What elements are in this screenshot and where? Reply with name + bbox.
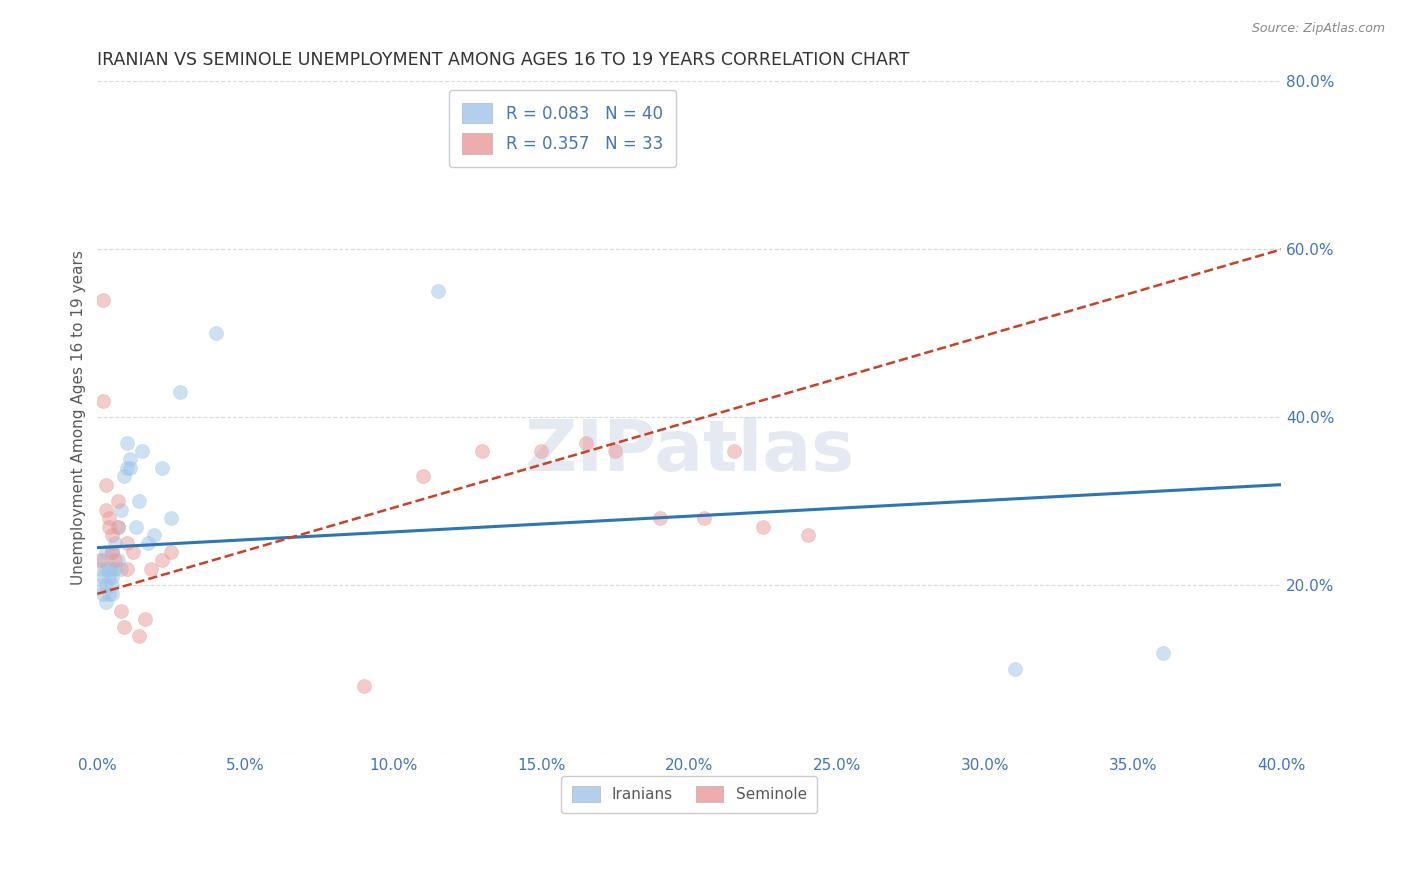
Point bbox=[128, 494, 150, 508]
Point bbox=[160, 511, 183, 525]
Point bbox=[96, 595, 118, 609]
Point bbox=[115, 562, 138, 576]
Point bbox=[605, 444, 627, 458]
Point bbox=[110, 604, 132, 618]
Point bbox=[723, 444, 745, 458]
Point bbox=[107, 553, 129, 567]
Point bbox=[530, 444, 553, 458]
Point bbox=[122, 545, 145, 559]
Point bbox=[107, 519, 129, 533]
Point bbox=[91, 293, 114, 307]
Point bbox=[104, 553, 127, 567]
Point bbox=[412, 469, 434, 483]
Point bbox=[101, 570, 124, 584]
Point bbox=[752, 519, 775, 533]
Point bbox=[160, 545, 183, 559]
Point bbox=[101, 528, 124, 542]
Point bbox=[426, 285, 449, 299]
Point bbox=[101, 562, 124, 576]
Point bbox=[96, 562, 118, 576]
Point bbox=[107, 494, 129, 508]
Point bbox=[101, 587, 124, 601]
Point bbox=[91, 587, 114, 601]
Text: Source: ZipAtlas.com: Source: ZipAtlas.com bbox=[1251, 22, 1385, 36]
Point bbox=[101, 578, 124, 592]
Point bbox=[115, 435, 138, 450]
Point bbox=[115, 536, 138, 550]
Point bbox=[128, 629, 150, 643]
Point bbox=[96, 503, 118, 517]
Point bbox=[471, 444, 494, 458]
Point bbox=[98, 587, 121, 601]
Point bbox=[101, 545, 124, 559]
Point bbox=[125, 519, 148, 533]
Point bbox=[110, 503, 132, 517]
Point bbox=[1004, 663, 1026, 677]
Point bbox=[112, 620, 135, 634]
Point bbox=[115, 460, 138, 475]
Point bbox=[152, 553, 174, 567]
Point bbox=[152, 460, 174, 475]
Point bbox=[353, 679, 375, 693]
Point bbox=[101, 545, 124, 559]
Text: IRANIAN VS SEMINOLE UNEMPLOYMENT AMONG AGES 16 TO 19 YEARS CORRELATION CHART: IRANIAN VS SEMINOLE UNEMPLOYMENT AMONG A… bbox=[97, 51, 910, 69]
Point bbox=[575, 435, 598, 450]
Legend: Iranians, Seminole: Iranians, Seminole bbox=[561, 776, 817, 814]
Point bbox=[91, 553, 114, 567]
Point bbox=[134, 612, 156, 626]
Text: ZIPatlas: ZIPatlas bbox=[524, 417, 855, 485]
Y-axis label: Unemployment Among Ages 16 to 19 years: Unemployment Among Ages 16 to 19 years bbox=[72, 250, 86, 585]
Point bbox=[139, 562, 162, 576]
Point bbox=[98, 519, 121, 533]
Point bbox=[112, 469, 135, 483]
Point bbox=[89, 553, 111, 567]
Point bbox=[693, 511, 716, 525]
Point bbox=[98, 562, 121, 576]
Point bbox=[89, 578, 111, 592]
Point bbox=[96, 477, 118, 491]
Point bbox=[96, 545, 118, 559]
Point bbox=[1152, 646, 1174, 660]
Point bbox=[107, 519, 129, 533]
Point bbox=[104, 562, 127, 576]
Point bbox=[118, 452, 141, 467]
Point bbox=[142, 528, 165, 542]
Point bbox=[104, 536, 127, 550]
Point bbox=[110, 562, 132, 576]
Point bbox=[98, 511, 121, 525]
Point bbox=[91, 393, 114, 408]
Point bbox=[131, 444, 153, 458]
Point bbox=[204, 326, 226, 341]
Point bbox=[136, 536, 159, 550]
Point bbox=[118, 460, 141, 475]
Point bbox=[89, 562, 111, 576]
Point bbox=[91, 570, 114, 584]
Point bbox=[98, 570, 121, 584]
Point bbox=[96, 578, 118, 592]
Point bbox=[648, 511, 671, 525]
Point bbox=[797, 528, 820, 542]
Point bbox=[169, 385, 191, 400]
